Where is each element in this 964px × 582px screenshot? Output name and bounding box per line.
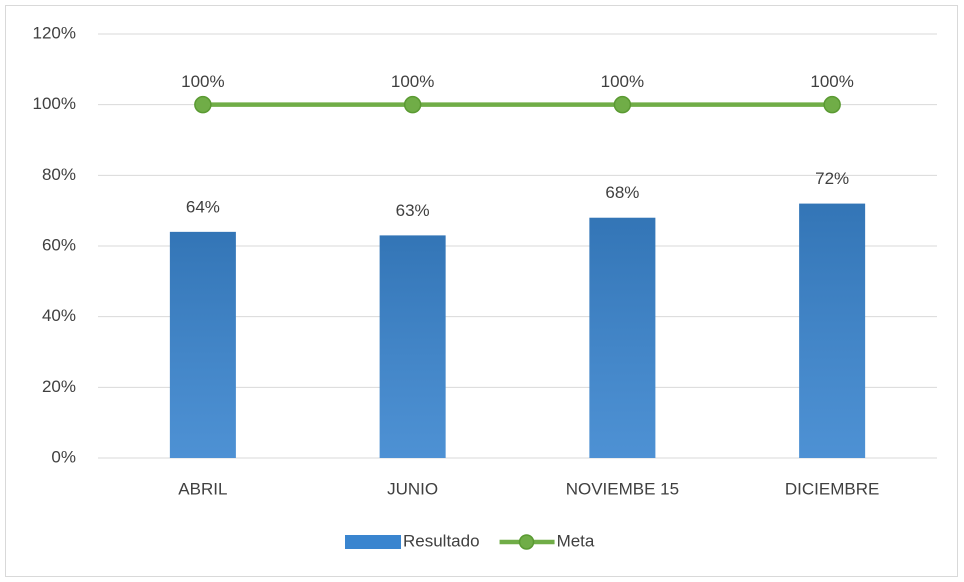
- data-label: 100%: [810, 72, 853, 91]
- bar: [169, 231, 236, 458]
- y-tick-label: 80%: [42, 165, 76, 184]
- marker: [194, 95, 212, 114]
- legend-swatch: [345, 535, 401, 549]
- data-label: 72%: [815, 169, 849, 188]
- marker: [403, 95, 422, 114]
- y-tick-label: 40%: [42, 306, 76, 325]
- y-tick-label: 20%: [42, 377, 76, 396]
- legend-marker: [518, 534, 535, 550]
- x-tick-label: JUNIO: [387, 479, 438, 498]
- x-tick-label: DICIEMBRE: [785, 479, 879, 498]
- data-label: 68%: [605, 183, 639, 202]
- bar: [589, 217, 656, 458]
- y-tick-label: 120%: [33, 23, 76, 42]
- data-label: 100%: [601, 72, 644, 91]
- data-label: 64%: [186, 197, 220, 216]
- marker: [823, 95, 841, 114]
- data-label: 100%: [181, 72, 224, 91]
- y-tick-label: 0%: [51, 447, 76, 466]
- legend-label: Resultado: [403, 531, 480, 550]
- bar: [379, 235, 446, 458]
- data-label: 63%: [396, 201, 430, 220]
- marker: [613, 95, 632, 114]
- legend-label: Meta: [557, 531, 595, 550]
- x-tick-label: ABRIL: [178, 479, 227, 498]
- bar: [799, 203, 866, 458]
- y-tick-label: 100%: [33, 94, 76, 113]
- chart-border: [5, 5, 958, 577]
- data-label: 100%: [391, 72, 434, 91]
- x-tick-label: NOVIEMBE 15: [566, 479, 679, 498]
- y-tick-label: 60%: [42, 235, 76, 254]
